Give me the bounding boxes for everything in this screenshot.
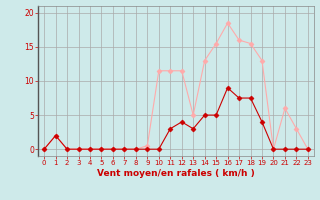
X-axis label: Vent moyen/en rafales ( km/h ): Vent moyen/en rafales ( km/h ) — [97, 169, 255, 178]
